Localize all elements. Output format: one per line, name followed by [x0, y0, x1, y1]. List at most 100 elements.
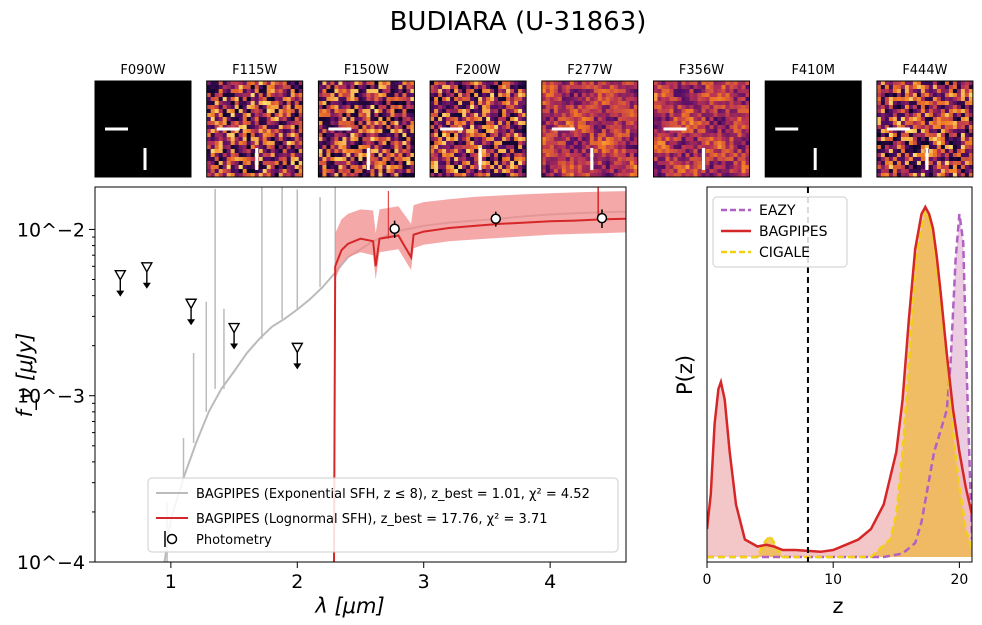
cutout-pixel [326, 117, 331, 122]
cutout-pixel [338, 157, 343, 162]
cutout-pixel [713, 157, 718, 162]
cutout-pixel [474, 89, 479, 94]
cutout-pixel [964, 97, 970, 102]
cutout-pixel [876, 109, 882, 114]
cutout-pixel [470, 101, 475, 106]
cutout-label: F410M [791, 63, 835, 78]
cutout-pixel [362, 157, 367, 162]
cutout-pixel [617, 125, 623, 130]
cutout-pixel [442, 149, 447, 154]
cutout-pixel [290, 97, 295, 102]
cutout-pixel [258, 101, 263, 106]
cutout-pixel [246, 145, 251, 150]
cutout-pixel [282, 93, 287, 98]
cutout-pixel [378, 89, 383, 94]
cutout-pixel [721, 101, 726, 106]
cutout-pixel [924, 173, 930, 178]
cutout-pixel [617, 93, 623, 98]
cutout-pixel [286, 109, 291, 114]
cutout-pixel [629, 161, 635, 166]
cutout-pixel [234, 85, 239, 90]
cutout-pixel [250, 89, 255, 94]
cutout-pixel [270, 173, 275, 178]
cutout-pixel [466, 165, 471, 170]
cutout-pixel [557, 81, 563, 86]
cutout-pixel [330, 93, 335, 98]
cutout-pixel [474, 141, 479, 146]
cutout-pixel [290, 125, 295, 130]
cutout-pixel [545, 161, 551, 166]
cutout-pixel [657, 153, 662, 158]
cutout-pixel [378, 133, 383, 138]
cutout-pixel [498, 89, 503, 94]
cutout-pixel [709, 149, 714, 154]
cutout-pixel [896, 153, 902, 158]
cutout-pixel [621, 97, 627, 102]
cutout-pixel [354, 169, 359, 174]
cutout-pixel [948, 145, 954, 150]
cutout-pixel [342, 141, 347, 146]
cutout-pixel [462, 161, 467, 166]
cutout-pixel [334, 109, 339, 114]
cutout-pixel [589, 145, 595, 150]
cutout-pixel [721, 169, 726, 174]
cutout-pixel [944, 173, 950, 178]
cutout-pixel [956, 105, 962, 110]
cutout-pixel [390, 109, 395, 114]
cutout-pixel [286, 149, 291, 154]
cutout-pixel [613, 117, 619, 122]
cutout-pixel [206, 101, 211, 106]
cutout-pixel [334, 149, 339, 154]
cutout-pixel [601, 169, 607, 174]
cutout-pixel [960, 121, 966, 126]
cutout-pixel [318, 149, 323, 154]
cutout-pixel [262, 117, 267, 122]
cutout-pixel [940, 173, 946, 178]
cutout-pixel [502, 145, 507, 150]
cutout-pixel [470, 145, 475, 150]
cutout-pixel [669, 141, 674, 146]
cutout-pixel [322, 109, 327, 114]
cutout-pixel [458, 101, 463, 106]
cutout-pixel [685, 93, 690, 98]
cutout-pixel [230, 117, 235, 122]
cutout-pixel [222, 121, 227, 126]
cutout-pixel [510, 169, 515, 174]
cutout-pixel [478, 141, 483, 146]
cutout-pixel [669, 145, 674, 150]
cutout-pixel [218, 105, 223, 110]
cutout-pixel [378, 153, 383, 158]
cutout-pixel [338, 93, 343, 98]
cutout-pixel [932, 125, 938, 130]
cutout-pixel [729, 97, 734, 102]
cutout-pixel [717, 109, 722, 114]
cutout-pixel [585, 97, 591, 102]
cutout-pixel [916, 149, 922, 154]
cutout-pixel [565, 101, 571, 106]
cutout-pixel [609, 161, 615, 166]
cutout-pixel [569, 105, 575, 110]
cutout-pixel [506, 141, 511, 146]
cutout-pixel [430, 165, 435, 170]
cutout-pixel [709, 137, 714, 142]
cutout-pixel [741, 81, 746, 86]
cutout-pixel [354, 157, 359, 162]
cutout-pixel [482, 125, 487, 130]
cutout-pixel [697, 173, 702, 178]
cutout-pixel [577, 81, 583, 86]
cutout-pixel [928, 113, 934, 118]
cutout-pixel [454, 141, 459, 146]
cutout-pixel [358, 173, 363, 178]
cutout-pixel [681, 125, 686, 130]
cutout-pixel [226, 117, 231, 122]
cutout-pixel [498, 105, 503, 110]
cutout-pixel [298, 85, 303, 90]
cutout-pixel [290, 165, 295, 170]
pz-plot-area [707, 187, 972, 562]
cutout-pixel [713, 133, 718, 138]
cutout-pixel [581, 141, 587, 146]
cutout-pixel [294, 121, 299, 126]
cutout-pixel [569, 137, 575, 142]
cutout-pixel [940, 133, 946, 138]
upper-limit-triangle [140, 262, 154, 274]
